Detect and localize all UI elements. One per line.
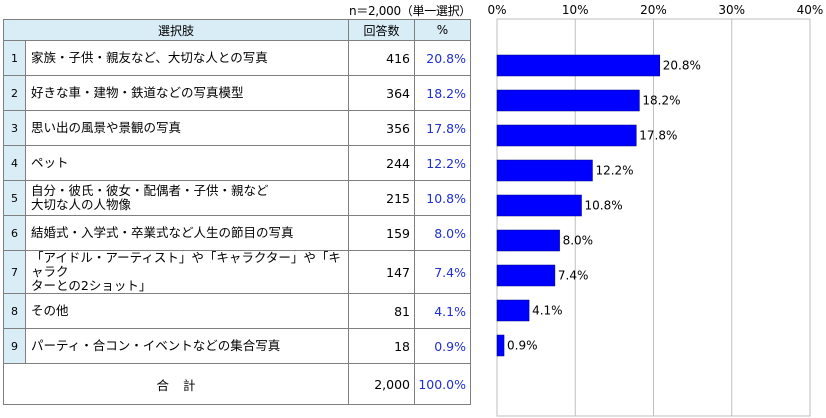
- bar-value-label: 12.2%: [595, 164, 633, 178]
- row-number: 9: [3, 328, 26, 364]
- row-number: 2: [3, 75, 26, 111]
- table-body: 1 家族・子供・親友など、大切な人との写真 416 20.8% 2 好きな車・建物・鉄道な…: [3, 40, 471, 405]
- bar: [496, 229, 560, 252]
- row-pct: 8.0%: [414, 215, 471, 251]
- table-row: 1 家族・子供・親友など、大切な人との写真 416 20.8%: [3, 40, 471, 76]
- row-count: 364: [348, 75, 415, 111]
- bar: [496, 159, 593, 182]
- row-choice-line: 「アイドル・アーティスト」や「キャラクター」や「キャラク: [31, 250, 341, 279]
- row-number: 8: [3, 293, 26, 329]
- row-choice-line: パーティ・合コン・イベントなどの集合写真: [31, 338, 281, 353]
- table-row: 9 パーティ・合コン・イベントなどの集合写真 18 0.9%: [3, 328, 471, 364]
- row-count: 81: [348, 293, 415, 329]
- table-row: 8 その他 81 4.1%: [3, 293, 471, 329]
- row-choice-line: ペット: [31, 155, 69, 170]
- survey-table: 選択肢 回答数 % 1 家族・子供・親友など、大切な人との写真 416 20.8% 2 好…: [3, 19, 471, 405]
- row-count: 159: [348, 215, 415, 251]
- row-choice-label: その他: [25, 293, 349, 329]
- row-choice-line: 大切な人の人物像: [31, 197, 132, 212]
- bar-chart: 0% 10% 20% 30% 40% 20.8% 18.2% 17.8% 12.2% 10.8% 8…: [487, 3, 824, 417]
- bar: [496, 194, 582, 217]
- x-tick-label: 20%: [640, 3, 667, 17]
- table-header-row: 選択肢 回答数 %: [3, 19, 471, 41]
- bar: [496, 264, 556, 287]
- row-number: 1: [3, 40, 26, 76]
- header-pct: %: [414, 19, 471, 41]
- row-count: 356: [348, 110, 415, 146]
- header-choice: 選択肢: [3, 19, 349, 41]
- bar-value-label: 4.1%: [532, 304, 563, 318]
- table-row: 6 結婚式・入学式・卒業式など人生の節目の写真 159 8.0%: [3, 215, 471, 251]
- row-count: 215: [348, 180, 415, 216]
- row-count: 18: [348, 328, 415, 364]
- row-choice-label: ペット: [25, 145, 349, 181]
- row-choice-label: パーティ・合コン・イベントなどの集合写真: [25, 328, 349, 364]
- row-pct: 0.9%: [414, 328, 471, 364]
- row-pct: 12.2%: [414, 145, 471, 181]
- table-row: 4 ペット 244 12.2%: [3, 145, 471, 181]
- bar: [496, 54, 661, 77]
- row-number: 3: [3, 110, 26, 146]
- bar: [496, 124, 637, 147]
- table-row: 3 思い出の風景や景観の写真 356 17.8%: [3, 110, 471, 146]
- row-pct: 7.4%: [414, 250, 471, 294]
- table-row: 5 自分・彼氏・彼女・配偶者・子供・親など 大切な人の人物像 215 10.8%: [3, 180, 471, 216]
- bar-value-label: 8.0%: [563, 234, 594, 248]
- sample-size-note: n＝2,000（単一選択）: [348, 4, 471, 18]
- row-pct: 20.8%: [414, 40, 471, 76]
- row-choice-line: 家族・子供・親友など、大切な人との写真: [31, 50, 268, 65]
- total-pct: 100.0%: [414, 363, 471, 405]
- x-tick-label: 30%: [718, 3, 745, 17]
- bar: [496, 334, 505, 357]
- bar: [496, 299, 530, 322]
- row-count: 147: [348, 250, 415, 294]
- bar-value-label: 20.8%: [663, 59, 701, 73]
- row-choice-label: 結婚式・入学式・卒業式など人生の節目の写真: [25, 215, 349, 251]
- x-tick-label: 40%: [797, 3, 824, 17]
- row-choice-line: 好きな車・建物・鉄道などの写真模型: [31, 85, 244, 100]
- table-row: 2 好きな車・建物・鉄道などの写真模型 364 18.2%: [3, 75, 471, 111]
- row-number: 6: [3, 215, 26, 251]
- row-number: 7: [3, 250, 26, 294]
- header-count: 回答数: [348, 19, 415, 41]
- row-choice-line: 結婚式・入学式・卒業式など人生の節目の写真: [31, 225, 294, 240]
- bar: [496, 89, 640, 112]
- total-count: 2,000: [348, 363, 415, 405]
- row-choice-line: その他: [31, 303, 69, 318]
- bar-value-label: 0.9%: [507, 339, 537, 353]
- bar-value-label: 18.2%: [642, 94, 680, 108]
- row-pct: 17.8%: [414, 110, 471, 146]
- total-row: 合計 2,000 100.0%: [3, 363, 471, 405]
- bar-value-label: 10.8%: [585, 199, 623, 213]
- total-label: 合計: [3, 363, 349, 405]
- row-choice-label: 家族・子供・親友など、大切な人との写真: [25, 40, 349, 76]
- table-row: 7 「アイドル・アーティスト」や「キャラクター」や「キャラク ターとの2ショット」 1…: [3, 250, 471, 294]
- row-choice-line: ターとの2ショット」: [31, 278, 152, 293]
- row-choice-line: 思い出の風景や景観の写真: [31, 120, 182, 135]
- row-count: 244: [348, 145, 415, 181]
- row-choice-label: 好きな車・建物・鉄道などの写真模型: [25, 75, 349, 111]
- row-choice-label: 思い出の風景や景観の写真: [25, 110, 349, 146]
- bar-value-label: 17.8%: [639, 129, 677, 143]
- x-tick-label: 0%: [487, 3, 506, 17]
- row-pct: 4.1%: [414, 293, 471, 329]
- row-count: 416: [348, 40, 415, 76]
- bar-value-label: 7.4%: [558, 269, 589, 283]
- row-choice-line: 自分・彼氏・彼女・配偶者・子供・親など: [31, 183, 269, 198]
- row-number: 4: [3, 145, 26, 181]
- row-choice-label: 「アイドル・アーティスト」や「キャラクター」や「キャラク ターとの2ショット」: [25, 250, 349, 294]
- row-pct: 10.8%: [414, 180, 471, 216]
- x-tick-label: 10%: [562, 3, 589, 17]
- row-pct: 18.2%: [414, 75, 471, 111]
- row-choice-label: 自分・彼氏・彼女・配偶者・子供・親など 大切な人の人物像: [25, 180, 349, 216]
- row-number: 5: [3, 180, 26, 216]
